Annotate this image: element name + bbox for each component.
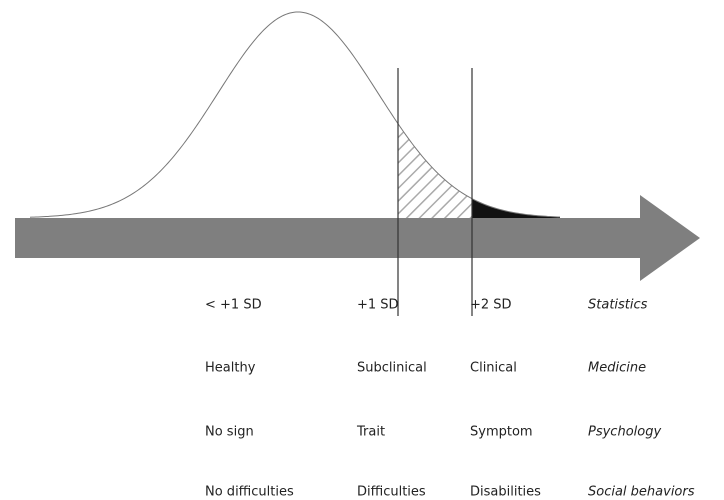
cell-label: Difficulties <box>357 485 426 500</box>
clinical-area <box>472 198 560 218</box>
domain-label: Social behaviors <box>588 485 695 500</box>
cell-label: Disabilities <box>470 485 541 500</box>
cell-label: Clinical <box>470 361 517 376</box>
curve <box>29 11 561 218</box>
distribution <box>29 11 561 218</box>
domain-label: Medicine <box>588 361 646 376</box>
labels: < +1 SD +1 SD +2 SD Statistics Healthy Subcli… <box>205 298 695 500</box>
cell-label: < +1 SD <box>205 298 262 313</box>
cell-label: Healthy <box>205 361 256 376</box>
cell-label: +2 SD <box>470 298 512 313</box>
domain-label: Psychology <box>588 425 661 440</box>
domain-label: Statistics <box>588 298 648 313</box>
cell-label: Symptom <box>470 425 533 440</box>
cell-label: Trait <box>356 425 385 440</box>
subclinical-area <box>398 123 472 218</box>
axis-arrow <box>15 195 700 281</box>
cell-label: No sign <box>205 425 254 440</box>
cell-label: +1 SD <box>357 298 399 313</box>
cell-label: No difficulties <box>205 485 294 500</box>
cell-label: Subclinical <box>357 361 427 376</box>
